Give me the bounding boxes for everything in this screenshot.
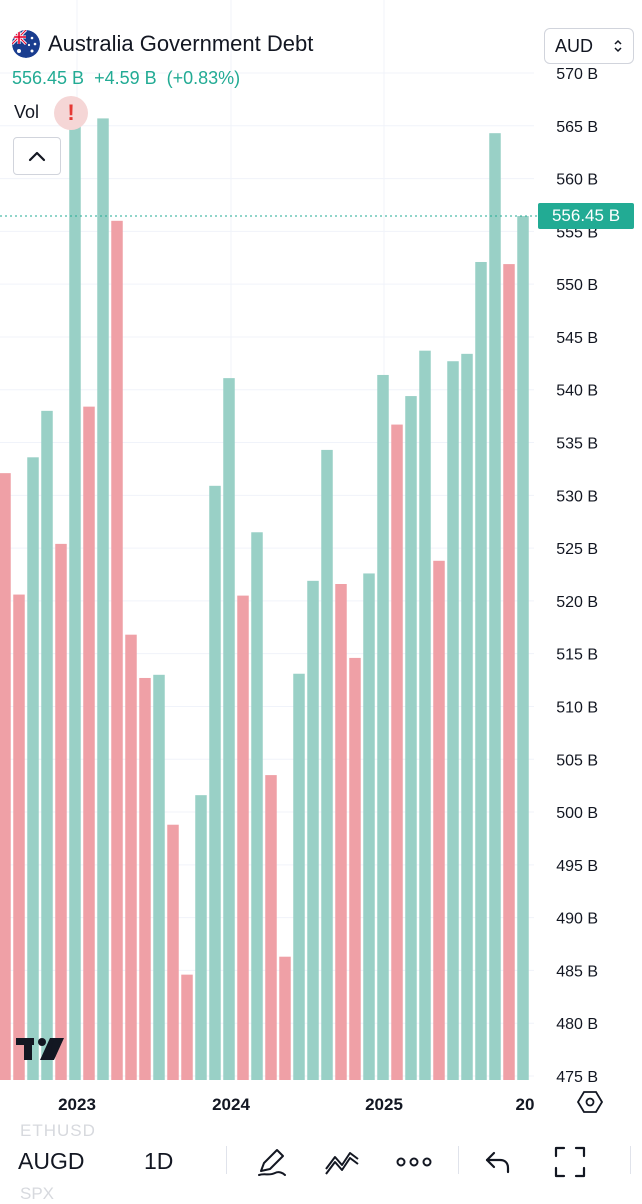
volume-bar	[223, 378, 235, 1080]
collapse-legend-button[interactable]	[13, 137, 61, 175]
y-tick-label: 565 B	[556, 119, 598, 136]
volume-bar	[503, 264, 515, 1080]
y-tick-label: 520 B	[556, 594, 598, 611]
volume-bar	[251, 532, 263, 1080]
volume-label: Vol	[14, 102, 40, 122]
volume-bar	[69, 106, 81, 1080]
volume-bar	[377, 374, 389, 1080]
y-tick-label: 485 B	[556, 963, 598, 980]
volume-bar	[517, 216, 529, 1081]
volume-bar	[321, 449, 333, 1080]
y-tick-label: 550 B	[556, 277, 598, 294]
volume-bar	[195, 795, 207, 1080]
volume-bar	[167, 824, 179, 1080]
y-tick-label: 530 B	[556, 488, 598, 505]
y-tick-label: 515 B	[556, 647, 598, 664]
chevron-up-icon	[28, 151, 46, 162]
volume-bar	[447, 361, 459, 1080]
volume-bar	[391, 424, 403, 1080]
price-change: +4.59 B	[94, 68, 157, 88]
volume-alert-icon[interactable]: !	[54, 96, 88, 130]
y-tick-label: 525 B	[556, 541, 598, 558]
symbol-button[interactable]: AUGD	[18, 1148, 85, 1174]
tradingview-logo-icon[interactable]	[16, 1036, 66, 1067]
volume-bar	[13, 594, 25, 1080]
draw-icon[interactable]	[252, 1142, 292, 1182]
y-tick-label: 540 B	[556, 383, 598, 400]
chart-header: Australia Government Debt	[12, 30, 313, 58]
volume-bar	[153, 674, 165, 1080]
volume-bar	[27, 457, 39, 1080]
watchlist-next-symbol[interactable]: SPX	[20, 1184, 55, 1203]
watchlist-prev-symbol[interactable]: ETHUSD	[20, 1121, 96, 1140]
interval-button[interactable]: 1D	[144, 1148, 174, 1174]
volume-bar	[181, 974, 193, 1080]
volume-bar	[419, 350, 431, 1081]
y-tick-label: 500 B	[556, 805, 598, 822]
volume-bar	[293, 673, 305, 1080]
australia-flag-icon	[12, 30, 40, 58]
y-tick-label: 480 B	[556, 1016, 598, 1033]
volume-bar	[279, 956, 291, 1080]
volume-bar	[83, 406, 95, 1080]
bottom-toolbar	[0, 1118, 642, 1200]
x-tick-label: 2024	[212, 1095, 250, 1114]
volume-bar	[489, 133, 501, 1080]
x-tick-label: 2025	[365, 1095, 403, 1114]
y-tick-label: 490 B	[556, 911, 598, 928]
y-tick-label: 570 B	[556, 66, 598, 83]
chart-settings-icon[interactable]	[576, 1090, 604, 1119]
toolbar-divider	[226, 1146, 227, 1174]
x-tick-label: 20	[516, 1095, 535, 1114]
volume-bar	[111, 220, 123, 1080]
volume-bar	[461, 353, 473, 1081]
y-tick-label: 475 B	[556, 1069, 598, 1086]
chevron-updown-icon	[614, 39, 622, 53]
volume-bar	[97, 118, 109, 1081]
volume-bar	[209, 485, 221, 1080]
y-tick-label: 560 B	[556, 172, 598, 189]
fullscreen-icon[interactable]	[550, 1142, 590, 1182]
instrument-title: Australia Government Debt	[48, 31, 314, 56]
x-tick-label: 2023	[58, 1095, 96, 1114]
last-price: 556.45 B	[12, 68, 85, 88]
volume-bar	[363, 573, 375, 1080]
toolbar-divider	[458, 1146, 459, 1174]
undo-icon[interactable]	[478, 1142, 518, 1182]
volume-bar	[307, 580, 319, 1080]
toolbar-divider	[630, 1146, 631, 1174]
price-change-percent: (+0.83%)	[166, 68, 241, 88]
volume-bar	[335, 584, 347, 1080]
volume-bar	[0, 473, 11, 1081]
volume-bar	[475, 261, 487, 1080]
currency-value: AUD	[555, 35, 594, 56]
indicators-icon[interactable]	[322, 1142, 362, 1182]
chart-bars	[0, 106, 529, 1081]
volume-bar	[349, 657, 361, 1080]
volume-bar	[55, 543, 67, 1080]
x-axis[interactable]: 2023 2024 2025 20	[58, 1095, 534, 1114]
volume-bar	[405, 396, 417, 1081]
volume-bar	[237, 595, 249, 1080]
price-summary: 556.45 B +4.59 B (+0.83%)	[12, 68, 240, 89]
y-tick-label: 505 B	[556, 752, 598, 769]
current-price-tag: 556.45 B	[538, 203, 634, 229]
y-tick-label: 510 B	[556, 699, 598, 716]
y-tick-label: 495 B	[556, 858, 598, 875]
volume-bar	[125, 634, 137, 1080]
volume-bar	[41, 410, 53, 1080]
currency-select[interactable]: AUD	[544, 28, 634, 64]
more-icon[interactable]	[394, 1142, 434, 1182]
y-tick-label: 535 B	[556, 436, 598, 453]
volume-bar	[265, 775, 277, 1080]
y-tick-label: 545 B	[556, 330, 598, 347]
volume-bar	[139, 677, 151, 1080]
volume-bar	[433, 560, 445, 1080]
